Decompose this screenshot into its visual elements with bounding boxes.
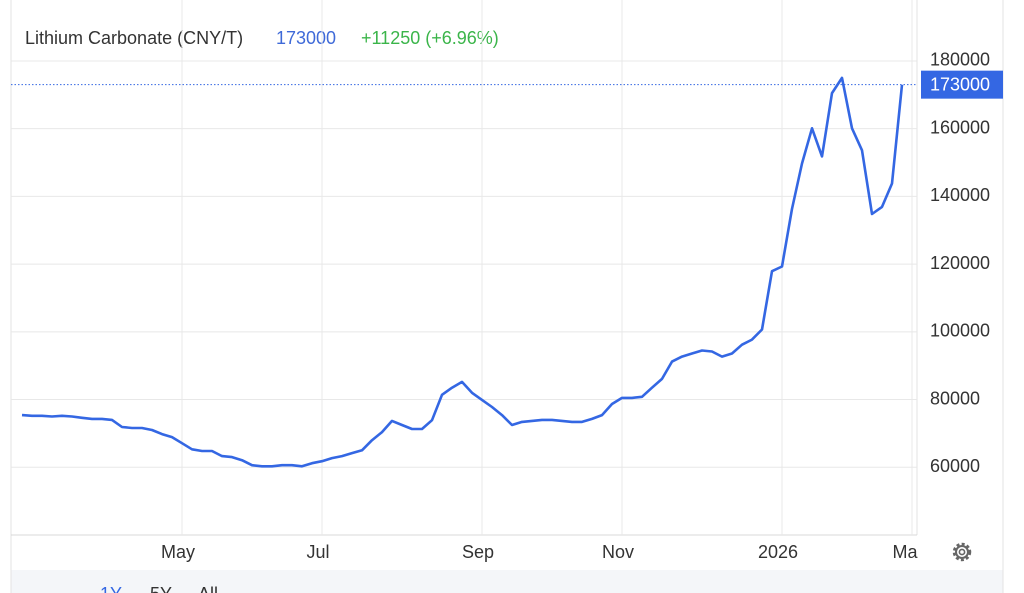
chart-title: Lithium Carbonate (CNY/T) [25,28,243,48]
y-tick-label: 100000 [930,321,990,341]
y-tick-label: 160000 [930,117,990,137]
range-button[interactable]: 1Y [100,584,122,593]
last-price: 173000 [276,28,336,48]
x-tick-label: Nov [602,542,634,562]
y-tick-label: 180000 [930,50,990,70]
y-tick-label: 60000 [930,456,980,476]
price-change: +11250 (+6.96%) [361,28,499,48]
last-value-badge [921,70,1003,99]
x-tick-label: Mar [893,542,924,562]
x-tick-label: Sep [462,542,494,562]
price-line [21,76,904,468]
x-tick-label: 2026 [758,542,798,562]
y-tick-label: 140000 [930,185,990,205]
settings-icon[interactable] [952,542,972,562]
y-tick-label: 80000 [930,388,980,408]
x-tick-label: Jul [306,542,329,562]
range-button[interactable]: 5Y [150,584,172,593]
last-value-label: 173000 [930,74,990,94]
range-bar [11,570,1003,593]
y-tick-label: 120000 [930,253,990,273]
x-tick-label: May [161,542,195,562]
range-button[interactable]: All [198,584,218,593]
